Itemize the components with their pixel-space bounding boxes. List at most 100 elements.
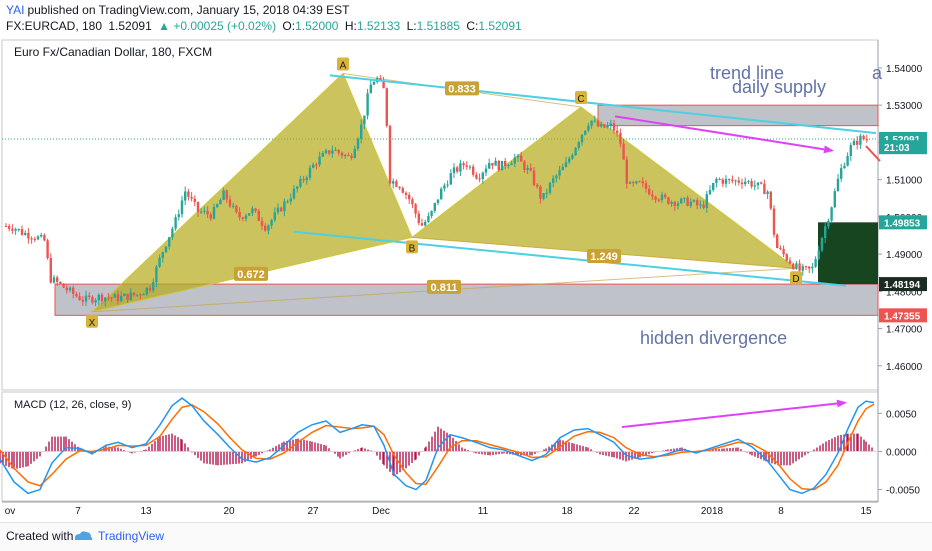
candle-down (462, 163, 465, 166)
pattern-point-badge (790, 271, 802, 285)
price-tag-box (879, 140, 927, 155)
candle-up (452, 167, 456, 174)
candle-down (625, 159, 628, 184)
candle-up (609, 123, 612, 126)
price-tick-label: 1.47000 (886, 325, 923, 336)
macd-tick-label: 0.0000 (886, 447, 917, 458)
chart-canvas[interactable]: X A B C D 0.833 0.672 1.249 0.811 1.54000 1.53000… (0, 36, 932, 522)
candle-up (577, 142, 580, 148)
candle-up (449, 173, 452, 185)
candle-up (833, 191, 836, 208)
candle-down (404, 192, 408, 195)
candle-up (267, 225, 270, 231)
candle-up (273, 212, 276, 221)
candle-down (862, 135, 865, 140)
candle-up (513, 157, 516, 164)
candle-down (379, 78, 382, 81)
candle-down (395, 181, 398, 187)
candle-up (392, 181, 395, 184)
candle-up (468, 166, 472, 168)
price-tick-label: 1.51000 (886, 176, 923, 187)
ratio-label: 0.833 (448, 83, 476, 95)
candle-down (808, 266, 811, 269)
candle-up (276, 207, 280, 213)
candle-up (158, 257, 161, 267)
candle-down (148, 287, 152, 291)
candle-down (315, 164, 318, 166)
candle-down (49, 257, 52, 283)
candle-up (427, 216, 430, 222)
candle-down (302, 178, 305, 181)
candle-down (673, 201, 676, 206)
candle-down (465, 165, 468, 167)
candle-up (113, 294, 116, 298)
candle-up (372, 82, 376, 85)
candle-up (232, 205, 235, 207)
publisher-name[interactable]: YAI (6, 3, 25, 17)
candle-up (344, 155, 347, 157)
candle-down (388, 125, 392, 184)
price-axis[interactable]: 1.540001.530001.520001.510001.500001.490… (878, 64, 927, 373)
candle-down (398, 186, 401, 189)
candle-up (593, 120, 596, 122)
candle-up (548, 182, 552, 193)
candle-up (120, 296, 123, 302)
candle-up (558, 170, 561, 176)
candle-up (510, 163, 513, 166)
trendline-layer[interactable] (293, 74, 881, 429)
candle-down (632, 182, 635, 184)
candle-down (856, 140, 859, 145)
candle-down (56, 277, 59, 282)
candle-down (491, 162, 494, 166)
candle-up (248, 213, 251, 216)
tradingview-logo-icon[interactable] (72, 528, 94, 544)
time-axis[interactable]: ov 7 13 20 27 Dec 11 18 22 2018 8 15 (5, 506, 872, 517)
price-tag-label: 21:03 (884, 143, 910, 154)
candle-down (776, 234, 779, 249)
annotation-trend-line: trend line (710, 63, 784, 83)
candle-down (209, 214, 212, 219)
candle-up (203, 210, 206, 212)
candle-down (478, 178, 481, 180)
candle-up (846, 155, 849, 166)
candle-up (811, 266, 814, 269)
ratio-badge (445, 81, 479, 96)
tradingview-brand-link[interactable]: TradingView (98, 529, 165, 543)
candle-up (251, 208, 254, 214)
candle-up (859, 135, 862, 145)
candle-down (126, 293, 129, 300)
candle-down (408, 194, 411, 200)
macd-title: MACD (12, 26, close, 9) (14, 399, 131, 411)
candle-down (536, 184, 539, 187)
candle-down (657, 199, 660, 201)
candle-up (555, 175, 558, 179)
candle-up (443, 185, 446, 189)
candle-down (190, 196, 193, 199)
candle-down (760, 182, 763, 184)
annotation-daily-supply: daily supply (732, 77, 826, 97)
candle-down (686, 197, 689, 206)
candle-up (680, 198, 683, 204)
high-value: 1.52133 (356, 19, 401, 33)
candle-down (401, 188, 404, 193)
candle-down (667, 197, 670, 204)
ratio-label: 1.249 (590, 251, 618, 263)
candle-up (353, 148, 356, 158)
price-tick-label: 1.54000 (886, 64, 923, 75)
candle-down (644, 183, 648, 189)
candle-down (702, 204, 705, 208)
low-value: 1.51885 (416, 19, 460, 33)
candle-up (590, 120, 593, 126)
candle-up (168, 237, 171, 247)
candle-down (27, 232, 30, 239)
pattern-point-badge (406, 240, 418, 254)
candle-down (772, 208, 776, 235)
candle-down (750, 181, 753, 187)
candle-down (8, 226, 11, 229)
candle-up (708, 190, 712, 195)
candle-down (4, 226, 8, 228)
price-pane[interactable] (1, 39, 879, 391)
candle-down (33, 238, 36, 240)
candle-up (289, 198, 292, 202)
candle-down (11, 228, 14, 231)
